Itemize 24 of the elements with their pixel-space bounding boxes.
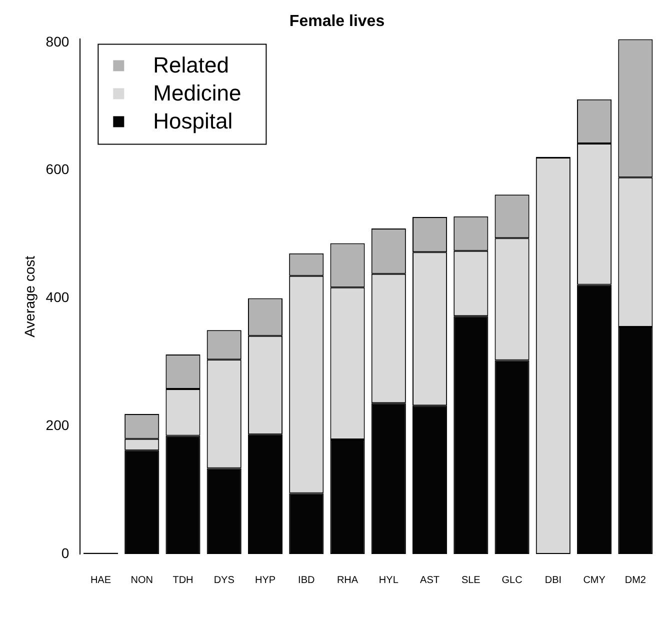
x-tick-label: CMY (583, 574, 606, 586)
x-tick-label: NON (130, 574, 153, 586)
x-tick-label: TDH (172, 574, 194, 586)
legend-label: Medicine (153, 80, 242, 106)
y-tick-label: 600 (46, 161, 70, 178)
x-tick-label: DM2 (624, 574, 646, 586)
y-tick-label: 0 (61, 544, 70, 561)
y-axis-title: Average cost (21, 256, 38, 338)
x-tick-label: HYP (254, 574, 276, 586)
x-tick-label: AST (420, 574, 440, 586)
legend-label: Related (153, 52, 229, 78)
x-tick-label: HAE (90, 574, 112, 586)
legend-label: Hospital (153, 108, 233, 134)
x-tick-label: IBD (298, 574, 315, 586)
x-tick-label: DYS (214, 574, 235, 586)
x-tick-label: DBI (544, 574, 562, 586)
x-tick-label: SLE (461, 574, 481, 586)
y-tick-label: 800 (46, 33, 70, 50)
x-tick-label: GLC (502, 574, 522, 586)
x-tick-label: HYL (378, 574, 399, 586)
x-tick-label: RHA (336, 574, 358, 586)
y-tick-label: 400 (46, 289, 70, 306)
y-tick-label: 200 (46, 416, 70, 433)
chart-title: Female lives (289, 13, 385, 30)
